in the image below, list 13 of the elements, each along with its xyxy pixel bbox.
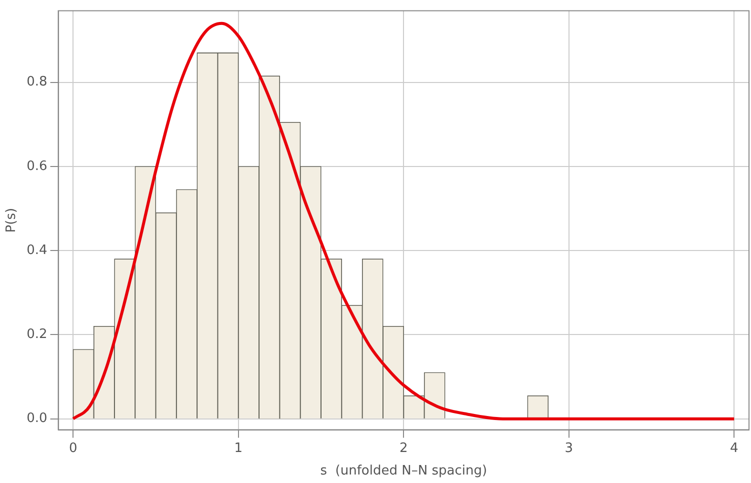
x-tick-label: 3 — [564, 440, 574, 456]
y-axis-title: P(s) — [4, 208, 20, 233]
x-tick-label: 0 — [69, 440, 78, 456]
y-tick-label: 0.2 — [26, 327, 48, 342]
y-tick-label: 0.6 — [26, 158, 48, 174]
y-tick-label: 0.4 — [26, 242, 48, 258]
x-tick-label: 2 — [399, 440, 408, 456]
x-tick-label: 4 — [730, 440, 738, 456]
y-tick-label: 0.0 — [26, 411, 48, 426]
line-series — [72, 22, 736, 420]
x-axis-title: s (unfolded N–N spacing) — [320, 464, 488, 479]
x-tick-label: 1 — [234, 440, 243, 456]
y-tick-label: 0.8 — [26, 74, 48, 90]
